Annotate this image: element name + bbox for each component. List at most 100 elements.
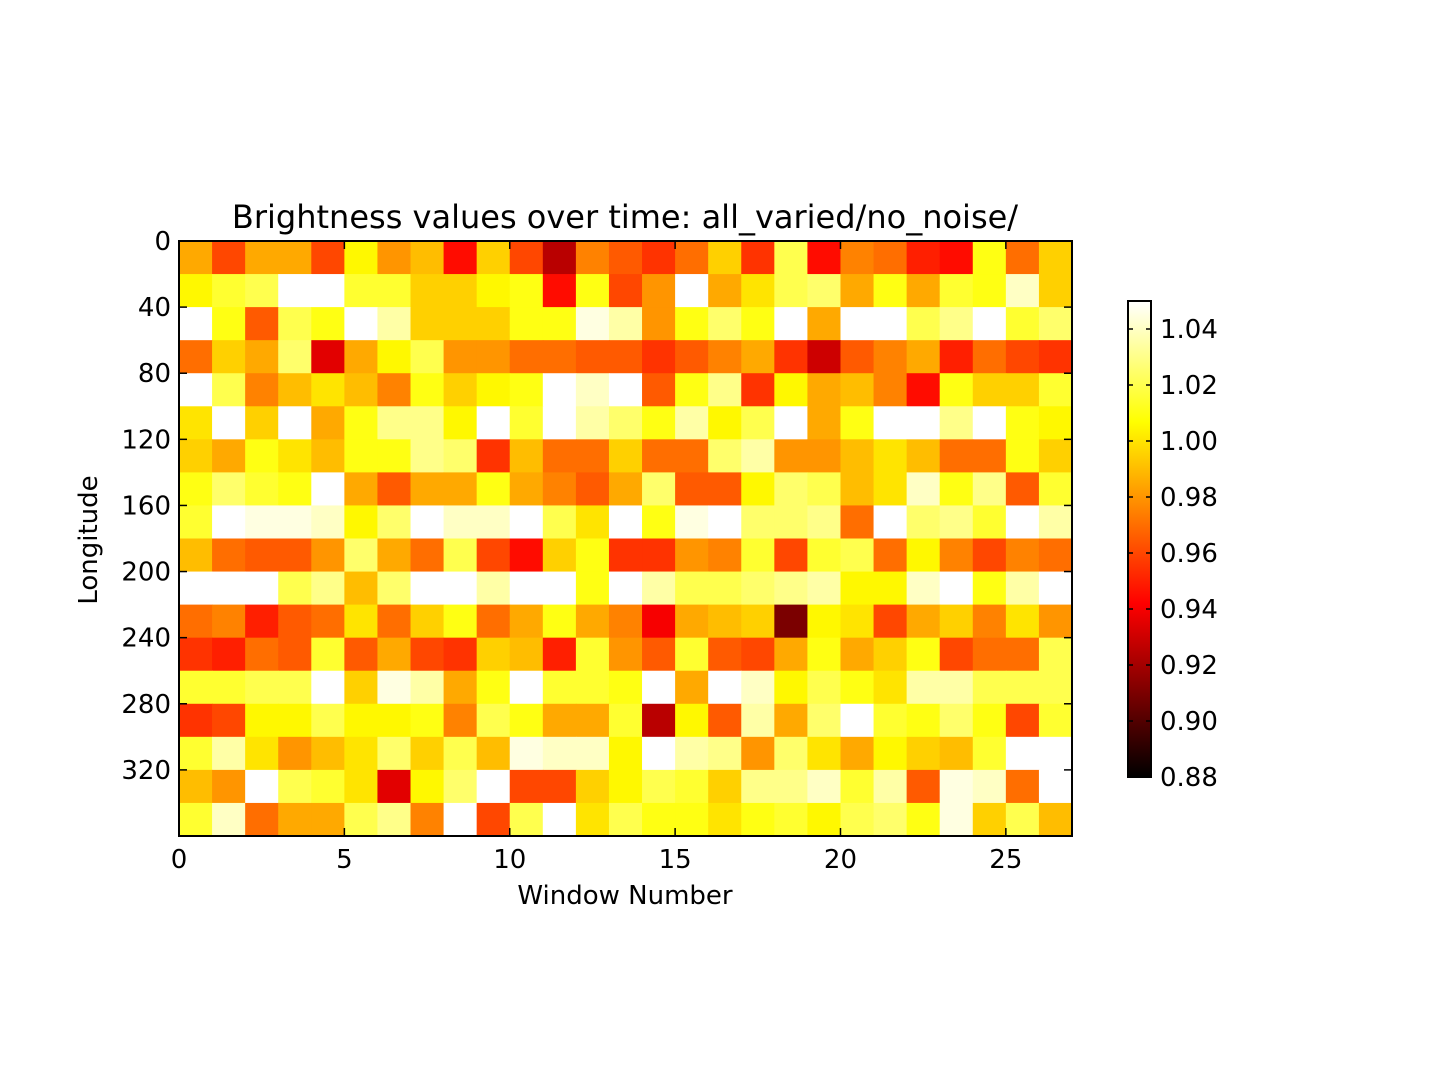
heatmap-cell: [377, 736, 412, 771]
heatmap-cell: [509, 736, 544, 771]
heatmap-cell: [840, 571, 875, 606]
heatmap-cell: [443, 373, 478, 407]
heatmap-cell: [774, 340, 808, 374]
heatmap-cell: [377, 373, 412, 407]
heatmap-cell: [675, 769, 709, 804]
heatmap-cell: [675, 340, 709, 374]
heatmap-cell: [311, 670, 345, 705]
heatmap-cell: [642, 736, 676, 771]
heatmap-cell: [1038, 439, 1073, 473]
heatmap-cell: [542, 307, 577, 341]
heatmap-cell: [443, 274, 478, 308]
heatmap-cell: [939, 241, 974, 275]
colorbar-tick-label: 1.04: [1160, 315, 1218, 345]
heatmap-cell: [1038, 604, 1073, 639]
heatmap-cell: [179, 802, 213, 837]
heatmap-cell: [509, 538, 544, 573]
heatmap-cell: [245, 637, 279, 672]
heatmap-cell: [443, 670, 478, 705]
heatmap-cell: [1038, 373, 1073, 407]
heatmap-cell: [906, 538, 941, 573]
heatmap-cell: [807, 439, 842, 473]
heatmap-cell: [311, 241, 345, 275]
heatmap-cell: [245, 373, 279, 407]
heatmap-cell: [642, 307, 676, 341]
heatmap-cell: [608, 439, 643, 473]
heatmap-cell: [278, 802, 312, 837]
heatmap-cell: [741, 505, 775, 540]
heatmap-cell: [575, 340, 610, 374]
heatmap-cell: [774, 472, 808, 507]
heatmap-cell: [179, 637, 213, 672]
heatmap-cell: [1005, 439, 1040, 473]
heatmap-cell: [278, 703, 312, 738]
heatmap-cell: [840, 307, 875, 341]
colorbar-tick-label: 0.90: [1160, 707, 1218, 737]
heatmap-cell: [377, 505, 412, 540]
heatmap-cell: [410, 637, 445, 672]
heatmap-cell: [1038, 340, 1073, 374]
heatmap-cell: [179, 340, 213, 374]
heatmap-cell: [344, 340, 379, 374]
heatmap-cell: [542, 637, 577, 672]
y-tick-label: 320: [121, 756, 171, 786]
heatmap-cell: [1038, 406, 1073, 440]
heatmap-cell: [476, 538, 511, 573]
plot-frame: [178, 240, 1073, 837]
x-tick-label: 25: [989, 845, 1022, 875]
heatmap-cell: [608, 637, 643, 672]
heatmap-cell: [443, 769, 478, 804]
heatmap-cell: [509, 802, 544, 837]
heatmap-cell: [873, 472, 908, 507]
heatmap-cell: [906, 571, 941, 606]
x-tick-label: 15: [659, 845, 692, 875]
heatmap-cell: [741, 802, 775, 837]
heatmap-cell: [542, 670, 577, 705]
heatmap-cell: [708, 373, 742, 407]
heatmap-cell: [179, 604, 213, 639]
heatmap-cell: [675, 538, 709, 573]
heatmap-cell: [642, 637, 676, 672]
heatmap-cell: [642, 538, 676, 573]
heatmap-cell: [476, 802, 511, 837]
heatmap-cell: [741, 406, 775, 440]
heatmap-cell: [443, 439, 478, 473]
heatmap-cell: [278, 472, 312, 507]
heatmap-cell: [476, 406, 511, 440]
heatmap-cell: [972, 274, 1007, 308]
colorbar-tick-label: 0.92: [1160, 651, 1218, 681]
heatmap-cell: [708, 406, 742, 440]
heatmap-cell: [245, 703, 279, 738]
heatmap-cell: [807, 472, 842, 507]
heatmap-cell: [906, 241, 941, 275]
heatmap-cell: [807, 340, 842, 374]
heatmap-cell: [410, 769, 445, 804]
heatmap-cell: [873, 307, 908, 341]
x-tick-label: 10: [493, 845, 526, 875]
heatmap-cell: [212, 472, 246, 507]
heatmap-cell: [608, 670, 643, 705]
heatmap-cell: [410, 472, 445, 507]
heatmap-cell: [278, 340, 312, 374]
heatmap-cell: [311, 307, 345, 341]
heatmap-cell: [608, 505, 643, 540]
heatmap-cell: [476, 241, 511, 275]
heatmap-cell: [1005, 307, 1040, 341]
heatmap-cell: [344, 373, 379, 407]
heatmap-cell: [939, 307, 974, 341]
heatmap-cell: [476, 340, 511, 374]
x-tick-label: 20: [824, 845, 857, 875]
x-tick-label: 5: [336, 845, 353, 875]
heatmap-cell: [344, 406, 379, 440]
heatmap-cell: [675, 802, 709, 837]
heatmap-cell: [344, 670, 379, 705]
heatmap-cell: [741, 736, 775, 771]
heatmap-cell: [311, 604, 345, 639]
heatmap-cell: [410, 703, 445, 738]
heatmap-cell: [873, 241, 908, 275]
heatmap-cell: [873, 637, 908, 672]
heatmap-cell: [212, 703, 246, 738]
heatmap-cell: [642, 604, 676, 639]
heatmap-cell: [873, 538, 908, 573]
heatmap-cell: [741, 538, 775, 573]
